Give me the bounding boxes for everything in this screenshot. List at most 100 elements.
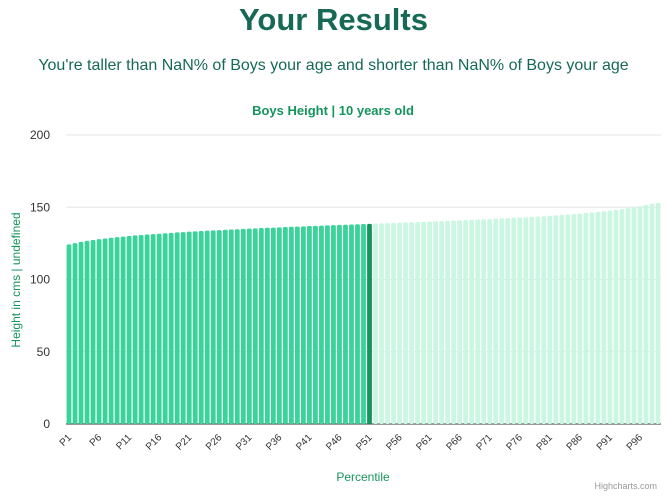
bar-P53[interactable] — [379, 223, 384, 424]
bar-P34[interactable] — [264, 227, 270, 424]
bar-P51[interactable] — [367, 223, 372, 424]
bar-P82[interactable] — [553, 215, 559, 424]
bar-P91[interactable] — [607, 210, 613, 424]
bar-P73[interactable] — [499, 218, 505, 424]
bar-P84[interactable] — [565, 214, 571, 424]
bar-P3[interactable] — [78, 241, 84, 424]
bar-P19[interactable] — [174, 232, 180, 424]
bar-P37[interactable] — [282, 227, 288, 424]
bar-P41[interactable] — [307, 226, 312, 424]
bar-P85[interactable] — [571, 214, 577, 424]
bar-P54[interactable] — [385, 223, 390, 424]
bar-P15[interactable] — [150, 234, 156, 424]
bar-P47[interactable] — [343, 224, 348, 424]
bar-P29[interactable] — [234, 229, 240, 424]
bar-P83[interactable] — [559, 214, 565, 424]
bar-P44[interactable] — [325, 225, 330, 424]
bar-P72[interactable] — [493, 218, 499, 424]
highcharts-credit-link[interactable]: Highcharts.com — [594, 481, 657, 491]
bar-P36[interactable] — [276, 227, 282, 424]
bar-P7[interactable] — [102, 238, 108, 424]
bar-P26[interactable] — [216, 230, 222, 424]
bar-P87[interactable] — [583, 213, 589, 424]
bar-P93[interactable] — [619, 208, 625, 424]
bar-P61[interactable] — [427, 221, 433, 424]
bar-P21[interactable] — [186, 231, 192, 424]
bar-P27[interactable] — [222, 229, 228, 424]
bar-P88[interactable] — [589, 212, 595, 424]
bar-P18[interactable] — [168, 232, 174, 424]
bar-P69[interactable] — [475, 219, 481, 424]
bar-P22[interactable] — [192, 231, 198, 424]
bar-P32[interactable] — [252, 228, 258, 424]
bar-P4[interactable] — [84, 240, 90, 424]
bar-P50[interactable] — [361, 224, 366, 424]
bar-P68[interactable] — [469, 219, 475, 424]
bar-P92[interactable] — [613, 209, 619, 424]
bar-P48[interactable] — [349, 224, 354, 424]
bar-P63[interactable] — [439, 221, 445, 424]
bar-P14[interactable] — [144, 234, 150, 424]
bar-P8[interactable] — [108, 237, 114, 424]
bar-P81[interactable] — [547, 215, 553, 424]
bar-P96[interactable] — [637, 206, 643, 424]
bar-P64[interactable] — [445, 220, 451, 424]
bar-P23[interactable] — [198, 230, 204, 424]
bar-P30[interactable] — [240, 228, 246, 424]
bar-P95[interactable] — [631, 207, 637, 424]
bar-P99[interactable] — [655, 202, 661, 424]
bar-P94[interactable] — [625, 208, 631, 424]
bar-P2[interactable] — [72, 243, 78, 424]
bar-P28[interactable] — [228, 229, 234, 424]
bar-P6[interactable] — [96, 239, 102, 424]
bar-P98[interactable] — [649, 203, 655, 424]
bar-P90[interactable] — [601, 211, 607, 424]
bar-P1[interactable] — [66, 244, 72, 424]
bar-P71[interactable] — [487, 218, 493, 424]
bar-P43[interactable] — [319, 225, 324, 424]
bar-P56[interactable] — [397, 222, 402, 424]
bar-P66[interactable] — [457, 220, 463, 424]
bar-P58[interactable] — [409, 222, 414, 424]
bar-P31[interactable] — [246, 228, 252, 424]
bar-P77[interactable] — [523, 217, 529, 424]
bar-P20[interactable] — [180, 232, 186, 424]
bar-P11[interactable] — [126, 236, 132, 424]
bar-P89[interactable] — [595, 211, 601, 424]
bar-P24[interactable] — [204, 230, 210, 424]
bar-P46[interactable] — [337, 224, 342, 424]
bar-P49[interactable] — [355, 224, 360, 424]
bar-P67[interactable] — [463, 220, 469, 424]
bar-P45[interactable] — [331, 225, 336, 424]
bar-P70[interactable] — [481, 219, 487, 424]
bar-P57[interactable] — [403, 222, 408, 424]
bar-P74[interactable] — [505, 218, 511, 424]
bar-P33[interactable] — [258, 228, 264, 424]
bar-P62[interactable] — [433, 221, 439, 424]
bar-P60[interactable] — [421, 221, 427, 424]
bar-P80[interactable] — [541, 216, 547, 424]
bar-P76[interactable] — [517, 217, 523, 424]
bar-P79[interactable] — [535, 216, 541, 424]
bar-P65[interactable] — [451, 220, 457, 424]
bar-P25[interactable] — [210, 230, 216, 424]
bar-P40[interactable] — [300, 226, 306, 424]
bar-P52[interactable] — [373, 223, 378, 424]
bar-P39[interactable] — [294, 226, 300, 424]
bar-P17[interactable] — [162, 233, 168, 424]
bar-P13[interactable] — [138, 234, 144, 424]
bar-P5[interactable] — [90, 240, 96, 424]
bar-P86[interactable] — [577, 213, 583, 424]
bar-P97[interactable] — [643, 204, 649, 424]
bar-P59[interactable] — [415, 221, 420, 424]
bar-P78[interactable] — [529, 216, 535, 424]
bar-P12[interactable] — [132, 235, 138, 424]
bar-P75[interactable] — [511, 217, 517, 424]
bar-P35[interactable] — [270, 227, 276, 424]
bar-P16[interactable] — [156, 233, 162, 424]
bar-P38[interactable] — [288, 226, 294, 424]
bar-P42[interactable] — [313, 225, 318, 424]
bar-P55[interactable] — [391, 222, 396, 424]
bar-P9[interactable] — [114, 237, 120, 424]
bar-P10[interactable] — [120, 236, 126, 424]
